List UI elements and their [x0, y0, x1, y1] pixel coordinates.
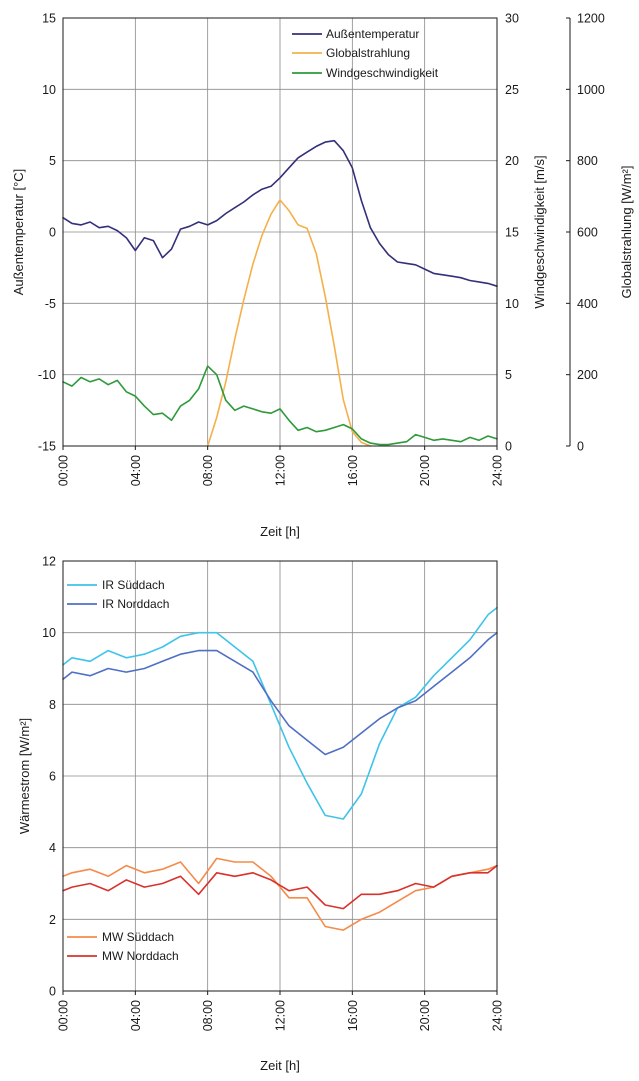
radiation-axis: 1200 1000 800 600 400 200 0: [566, 12, 605, 454]
series-windgeschwindigkeit-line: [62, 365, 498, 446]
wind-axis-ticks: 30 25 20 15 10 5 0: [505, 12, 519, 454]
heat-flux-chart-grid: [63, 561, 497, 991]
wind-axis-tick-label: 30: [505, 12, 519, 26]
heat-flux-chart-x-tick-label: 00:00: [57, 1000, 71, 1031]
legend-label-windgeschwindigkeit: Windgeschwindigkeit: [326, 66, 439, 80]
radiation-axis-tick-label: 0: [577, 440, 584, 454]
weather-chart-x-tick-label: 20:00: [418, 455, 432, 486]
temperature-axis-tick-label: 5: [49, 154, 56, 168]
radiation-axis-tick-label: 600: [577, 226, 598, 240]
temperature-axis-tick-label: 10: [42, 83, 56, 97]
wind-axis-label: Windgeschwindigkeit [m/s]: [532, 155, 547, 308]
heat-flux-chart-x-tick-label: 12:00: [274, 1000, 288, 1031]
weather-chart-series: [62, 139, 498, 447]
heat-flux-y-axis-tick-label: 4: [49, 841, 56, 855]
weather-chart-legend: Außentemperatur Globalstrahlung Windgesc…: [292, 27, 439, 80]
radiation-axis-tick-label: 1200: [577, 12, 605, 26]
temperature-axis-tick-label: -5: [45, 297, 56, 311]
weather-chart-x-tick-label: 24:00: [491, 455, 505, 486]
heat-flux-y-label: Wärmestrom [W/m²]: [17, 718, 32, 834]
series-mw-sueddach-line: [62, 857, 498, 931]
legend-label-ir-norddach: IR Norddach: [102, 597, 169, 611]
series-mw-norddach-line: [62, 864, 498, 910]
temperature-axis-ticks: 15 10 5 0 -5 -10 -15: [38, 12, 56, 454]
radiation-axis-label: Globalstrahlung [W/m²]: [619, 166, 634, 299]
weather-chart-x-tick-label: 16:00: [346, 455, 360, 486]
temperature-axis-tick-label: 15: [42, 12, 56, 26]
wind-axis-tick-label: 15: [505, 226, 519, 240]
series-ir-norddach-line: [62, 631, 498, 756]
wind-axis-tick-label: 0: [505, 440, 512, 454]
heat-flux-y-ticks: 12 10 8 6 4 2 0: [42, 555, 56, 999]
legend-label-mw-sueddach: MW Süddach: [102, 930, 174, 944]
temperature-axis-tick-label: -15: [38, 440, 56, 454]
radiation-axis-tick-label: 800: [577, 154, 598, 168]
heat-flux-y-axis-tick-label: 0: [49, 985, 56, 999]
heat-flux-legend-top: IR Süddach IR Norddach: [67, 578, 169, 611]
weather-chart-x-tick-label: 00:00: [57, 455, 71, 486]
heat-flux-x-ticks: 00:00 04:00 08:00 12:00 16:00 20:00 24:00: [57, 991, 505, 1031]
legend-label-globalstrahlung: Globalstrahlung: [326, 46, 410, 60]
legend-label-aussentemperatur: Außentemperatur: [326, 27, 419, 41]
legend-label-ir-sueddach: IR Süddach: [102, 578, 165, 592]
wind-axis-tick-label: 5: [505, 368, 512, 382]
heat-flux-chart-series: [62, 606, 498, 931]
heat-flux-y-axis-tick-label: 12: [42, 555, 56, 569]
heat-flux-chart-x-tick-label: 16:00: [346, 1000, 360, 1031]
heat-flux-x-label: Zeit [h]: [260, 1058, 300, 1073]
weather-chart-grid: [63, 18, 497, 446]
wind-axis-tick-label: 20: [505, 154, 519, 168]
heat-flux-chart-x-tick-label: 20:00: [418, 1000, 432, 1031]
temperature-axis-label: Außentemperatur [°C]: [11, 169, 26, 296]
heat-flux-chart-x-tick-label: 24:00: [491, 1000, 505, 1031]
heat-flux-y-axis-tick-label: 6: [49, 770, 56, 784]
series-globalstrahlung-line: [206, 199, 372, 447]
radiation-axis-tick-label: 200: [577, 368, 598, 382]
heat-flux-legend-bottom: MW Süddach MW Norddach: [67, 930, 179, 963]
wind-axis-tick-label: 10: [505, 297, 519, 311]
heat-flux-chart-x-tick-label: 04:00: [129, 1000, 143, 1031]
heat-flux-chart: 12 10 8 6 4 2 0 00:00 04:00 08:00 12:00 16:00 20:00…: [17, 555, 505, 1074]
radiation-axis-tick-label: 400: [577, 297, 598, 311]
series-aussentemperatur-line: [62, 139, 498, 288]
weather-chart-x-tick-label: 12:00: [274, 455, 288, 486]
heat-flux-chart-x-tick-label: 08:00: [201, 1000, 215, 1031]
weather-chart-x-ticks: 00:00 04:00 08:00 12:00 16:00 20:00 24:00: [57, 446, 505, 486]
series-ir-sueddach-line: [62, 606, 498, 820]
weather-chart-x-tick-label: 04:00: [129, 455, 143, 486]
wind-axis-tick-label: 25: [505, 83, 519, 97]
temperature-axis-tick-label: 0: [49, 226, 56, 240]
weather-chart: 15 10 5 0 -5 -10 -15 30 25 20 15 10 5 0 1200 1000 800 6…: [11, 12, 634, 540]
weather-chart-x-label: Zeit [h]: [260, 524, 300, 539]
heat-flux-y-axis-tick-label: 2: [49, 913, 56, 927]
legend-label-mw-norddach: MW Norddach: [102, 949, 179, 963]
heat-flux-y-axis-tick-label: 8: [49, 698, 56, 712]
radiation-axis-tick-label: 1000: [577, 83, 605, 97]
heat-flux-y-axis-tick-label: 10: [42, 626, 56, 640]
temperature-axis-tick-label: -10: [38, 368, 56, 382]
weather-chart-x-tick-label: 08:00: [201, 455, 215, 486]
